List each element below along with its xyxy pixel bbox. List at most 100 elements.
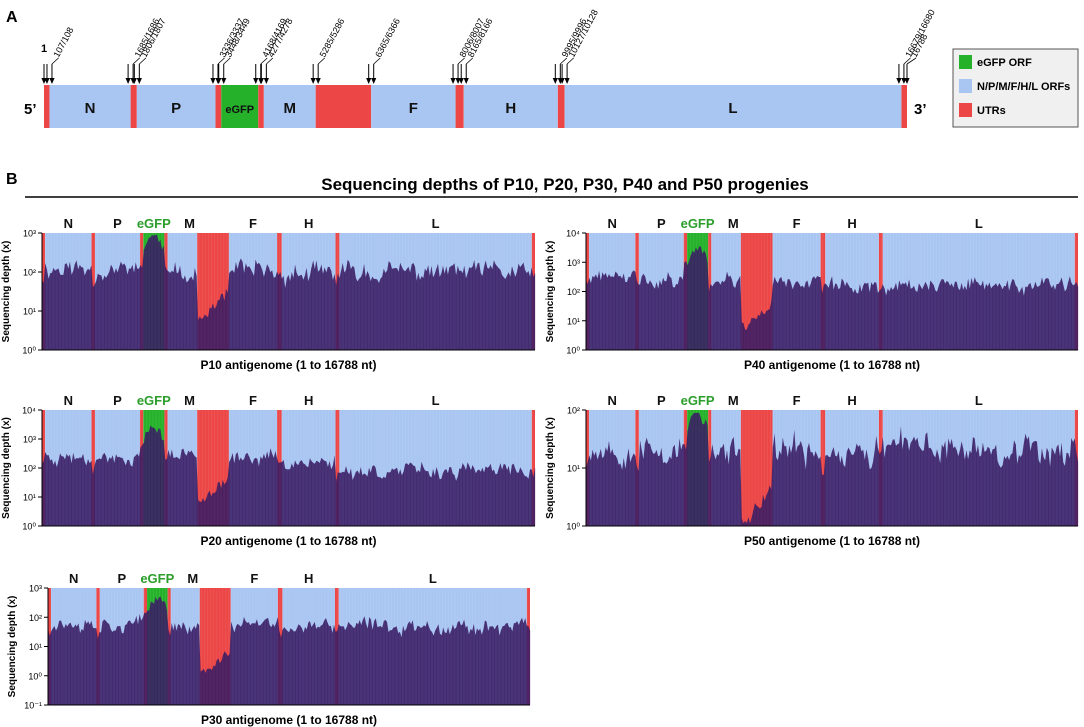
legend-box bbox=[952, 48, 1079, 128]
boundary-arrow-head bbox=[253, 78, 259, 84]
chart-gene-label-M: M bbox=[184, 216, 195, 231]
y-tick-label: 10³ bbox=[567, 258, 580, 268]
y-tick-label: 10² bbox=[567, 287, 580, 297]
y-tick-label: 10⁴ bbox=[566, 229, 580, 239]
segment-utr-4 bbox=[215, 85, 222, 128]
chart-gene-label-H: H bbox=[304, 393, 313, 408]
boundary-arrow-head bbox=[263, 78, 269, 84]
boundary-arrow-head bbox=[315, 78, 321, 84]
panel-b-label: B bbox=[6, 171, 18, 188]
chart-gene-label-eGFP: eGFP bbox=[681, 393, 715, 408]
boundary-label: 1 bbox=[41, 43, 47, 55]
boundary-arrow-head bbox=[44, 78, 50, 84]
five-prime-label: 5’ bbox=[24, 101, 37, 118]
y-tick-label: 10¹ bbox=[23, 307, 36, 317]
segment-utr-14 bbox=[901, 85, 907, 128]
legend-swatch-utr bbox=[959, 103, 972, 117]
gene-label-F: F bbox=[409, 100, 418, 117]
y-tick-label: 10⁰ bbox=[22, 522, 36, 532]
boundary-leader bbox=[217, 57, 225, 65]
chart-gene-label-H: H bbox=[304, 571, 313, 586]
y-tick-label: 10⁰ bbox=[22, 346, 36, 356]
boundary-leader bbox=[51, 57, 59, 65]
y-tick-label: 10¹ bbox=[23, 493, 36, 503]
y-axis-label: Sequencing depth (x) bbox=[1, 241, 12, 343]
boundary-leader bbox=[223, 57, 231, 65]
boundary-arrow-head bbox=[216, 78, 222, 84]
depth-area bbox=[586, 246, 1078, 350]
chart-gene-label-H: H bbox=[847, 393, 856, 408]
y-tick-label: 10³ bbox=[29, 584, 42, 594]
y-tick-label: 10² bbox=[23, 464, 36, 474]
genome-legend: eGFP ORF N/P/M/F/H/L ORFs UTRs bbox=[952, 48, 1079, 128]
track-utr-12 bbox=[335, 410, 340, 526]
chart-gene-label-L: L bbox=[429, 571, 437, 586]
track-utr-10 bbox=[820, 410, 826, 526]
boundary-arrow-head bbox=[136, 78, 142, 84]
depth-area bbox=[48, 596, 530, 705]
boundary-leader bbox=[260, 57, 268, 65]
chart-gene-label-L: L bbox=[432, 216, 440, 231]
boundary-arrow-head bbox=[559, 78, 565, 84]
chart-gene-label-F: F bbox=[250, 571, 258, 586]
boundary-leader bbox=[317, 57, 325, 65]
y-tick-label: 10³ bbox=[23, 435, 36, 445]
y-tick-label: 10² bbox=[23, 268, 36, 278]
chart-gene-label-eGFP: eGFP bbox=[137, 393, 171, 408]
y-tick-label: 10¹ bbox=[29, 642, 42, 652]
x-axis-label: P50 antigenome (1 to 16788 nt) bbox=[744, 534, 920, 548]
gene-label-P: P bbox=[171, 100, 181, 117]
chart-gene-label-H: H bbox=[847, 216, 856, 231]
legend-label-orf: N/P/M/F/H/L ORFs bbox=[977, 81, 1070, 93]
segment-utr-8 bbox=[315, 85, 372, 128]
boundary-leader bbox=[560, 57, 568, 65]
boundary-arrow-head bbox=[463, 78, 469, 84]
y-tick-label: 10⁴ bbox=[22, 406, 36, 416]
chart-gene-label-eGFP: eGFP bbox=[140, 571, 174, 586]
segment-orf-3 bbox=[136, 85, 216, 128]
gene-label-H: H bbox=[505, 100, 516, 117]
boundary-leader bbox=[906, 57, 917, 65]
chart-gene-label-eGFP: eGFP bbox=[681, 216, 715, 231]
y-tick-label: 10⁰ bbox=[566, 522, 580, 532]
chart-gene-label-M: M bbox=[728, 393, 739, 408]
boundary-arrow-head bbox=[366, 78, 372, 84]
boundary-arrow-head bbox=[49, 78, 55, 84]
gene-label-eGFP: eGFP bbox=[225, 104, 254, 116]
chart-gene-label-F: F bbox=[793, 216, 801, 231]
panel-b-title: Sequencing depths of P10, P20, P30, P40 … bbox=[321, 175, 809, 194]
boundary-arrow-head bbox=[131, 78, 137, 84]
segment-utr-12 bbox=[557, 85, 565, 128]
y-tick-label: 10² bbox=[29, 613, 42, 623]
boundary-leader bbox=[139, 57, 147, 65]
chart-gene-label-L: L bbox=[975, 393, 983, 408]
chart-gene-label-P: P bbox=[113, 216, 122, 231]
chart-gene-label-F: F bbox=[249, 216, 257, 231]
chart-gene-label-F: F bbox=[793, 393, 801, 408]
boundary-label: 107/108 bbox=[51, 26, 75, 59]
chart-gene-label-P: P bbox=[657, 216, 666, 231]
chart-gene-label-F: F bbox=[249, 393, 257, 408]
segment-utr-10 bbox=[455, 85, 464, 128]
legend-label-egfp: eGFP ORF bbox=[977, 57, 1032, 69]
boundary-leader bbox=[373, 57, 381, 65]
boundary-leader bbox=[457, 57, 465, 65]
panel-a-label: A bbox=[6, 9, 18, 26]
legend-swatch-orf bbox=[959, 79, 972, 93]
gene-label-M: M bbox=[284, 100, 297, 117]
boundary-arrow-head bbox=[904, 78, 910, 84]
chart-gene-label-P: P bbox=[657, 393, 666, 408]
gene-label-N: N bbox=[85, 100, 96, 117]
boundary-label: 5285/5286 bbox=[318, 17, 347, 59]
chart-gene-label-P: P bbox=[117, 571, 126, 586]
boundary-arrow-head bbox=[310, 78, 316, 84]
y-axis-label: Sequencing depth (x) bbox=[7, 596, 18, 698]
chart-gene-label-N: N bbox=[608, 216, 617, 231]
boundary-arrow-head bbox=[564, 78, 570, 84]
chart-gene-label-N: N bbox=[69, 571, 78, 586]
y-tick-label: 10⁰ bbox=[566, 346, 580, 356]
